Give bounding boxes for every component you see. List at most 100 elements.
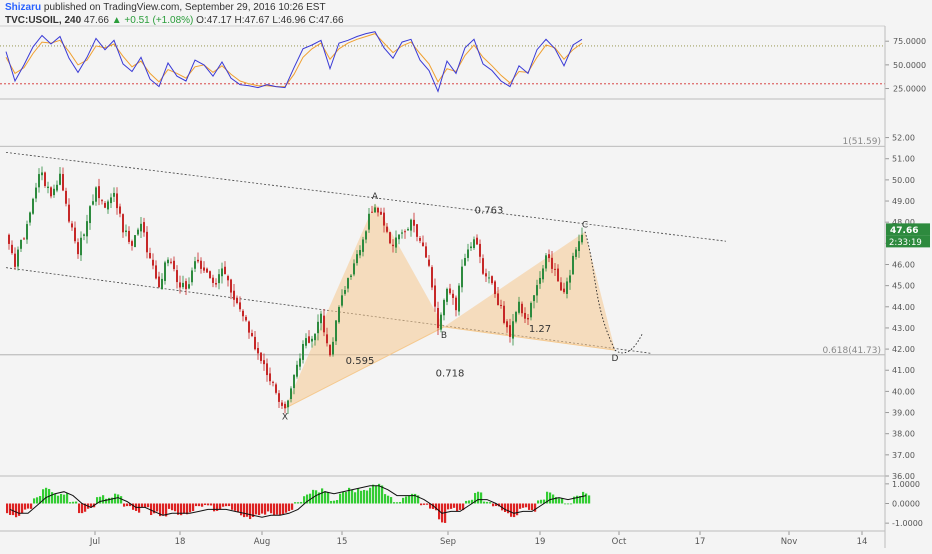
candle-down [44,172,46,187]
osc-bar-up [588,495,591,504]
candle-down [236,297,238,304]
osc-bar-down [195,503,198,507]
osc-bar-down [504,503,507,512]
candle-down [248,321,250,333]
candle-down [455,297,457,311]
osc-bar-up [384,494,387,504]
osc-bar-down [423,503,426,505]
osc-bar-up [477,491,480,504]
osc-tick-label: 1.0000 [892,480,920,489]
osc-bar-up [324,491,327,504]
candle-down [209,271,211,279]
price-tick-label: 48.00 [892,218,915,227]
osc-bar-down [426,503,429,505]
candle-down [506,321,508,328]
candle-up [458,285,460,312]
osc-bar-up [543,499,546,504]
osc-bar-down [528,503,531,510]
time-tick-label: Oct [612,537,627,547]
ohlc-open: O:47.17 [196,15,232,26]
candle-down [452,293,454,298]
candle-up [17,249,19,267]
osc-bar-down [168,503,171,509]
osc-bar-up [117,494,120,504]
osc-bar-up [396,502,399,504]
ohlc-close: C:47.66 [308,15,344,26]
osc-bar-up [294,502,297,504]
osc-bar-up [51,492,54,504]
candle-up [353,263,355,275]
price-tick-label: 51.00 [892,155,915,164]
time-axis[interactable]: Jul 18 Aug 15 Sep 19 Oct 17 Nov 14 [89,531,868,547]
osc-bar-down [183,503,186,514]
osc-bar-up [309,493,312,504]
candle-down [263,360,265,365]
candle-up [578,241,580,252]
candle-down [257,348,259,354]
osc-bar-up [72,501,75,504]
countdown-badge [886,235,930,248]
osc-bar-up [363,489,366,504]
countdown-text: 2:33:19 [889,238,922,248]
osc-bar-down [513,503,516,518]
osc-bar-up [378,483,381,504]
candle-down [74,227,76,242]
osc-bar-down [420,503,423,506]
last-price-badge-text: 47.66 [890,226,918,236]
osc-bar-up [402,497,405,504]
candle-down [173,260,175,270]
osc-bar-down [444,503,447,523]
candle-down [551,257,553,269]
candle-down [413,219,415,226]
osc-bar-down [21,503,24,514]
candle-up [461,266,463,288]
osc-bar-up [303,496,306,504]
candle-up [86,221,88,237]
osc-bar-down [27,503,30,509]
candle-down [476,237,478,245]
chart-header: Shizaru published on TradingView.com, Se… [5,1,344,27]
candle-up [47,186,49,189]
candle-down [101,200,103,202]
osc-bar-up [585,493,588,504]
osc-bar-down [12,503,15,516]
candle-down [371,211,373,213]
candle-down [176,270,178,283]
price-tick-label: 36.00 [892,472,915,481]
osc-bar-down [429,503,432,509]
osc-bar-up [576,495,579,504]
candle-down [233,290,235,300]
osc-bar-down [270,503,273,514]
osc-bar-down [159,503,162,517]
osc-bar-up [411,493,414,504]
rsi-main-line [5,31,583,93]
ohlc-low: L:46.96 [272,15,306,26]
last-price: 47.66 [83,15,109,26]
candle-up [566,281,568,294]
candle-down [548,254,550,259]
osc-bar-down [189,503,192,513]
author-name[interactable]: Shizaru [5,2,42,13]
candle-down [179,282,181,288]
candle-down [170,261,172,263]
price-panel[interactable]: 36.00 37.00 38.00 39.00 40.00 41.00 42.00 43.00… [0,134,930,481]
osc-bar-up [561,498,564,504]
candle-down [278,393,280,402]
osc-bar-up [393,502,396,504]
osc-bar-up [96,497,99,504]
osc-bar-down [516,503,519,516]
osc-signal-line [9,485,587,518]
time-tick-label: 14 [857,537,868,547]
candle-up [191,270,193,283]
candle-up [365,231,367,240]
candle-down [77,242,79,255]
candle-up [20,239,22,249]
candle-down [329,345,331,356]
osc-bar-down [90,503,93,508]
candle-up [299,358,301,367]
osc-bar-down [510,503,513,517]
symbol-interval[interactable]: TVC:USOIL, 240 [5,15,82,26]
osc-bar-up [99,496,102,504]
osc-bar-down [519,503,522,509]
